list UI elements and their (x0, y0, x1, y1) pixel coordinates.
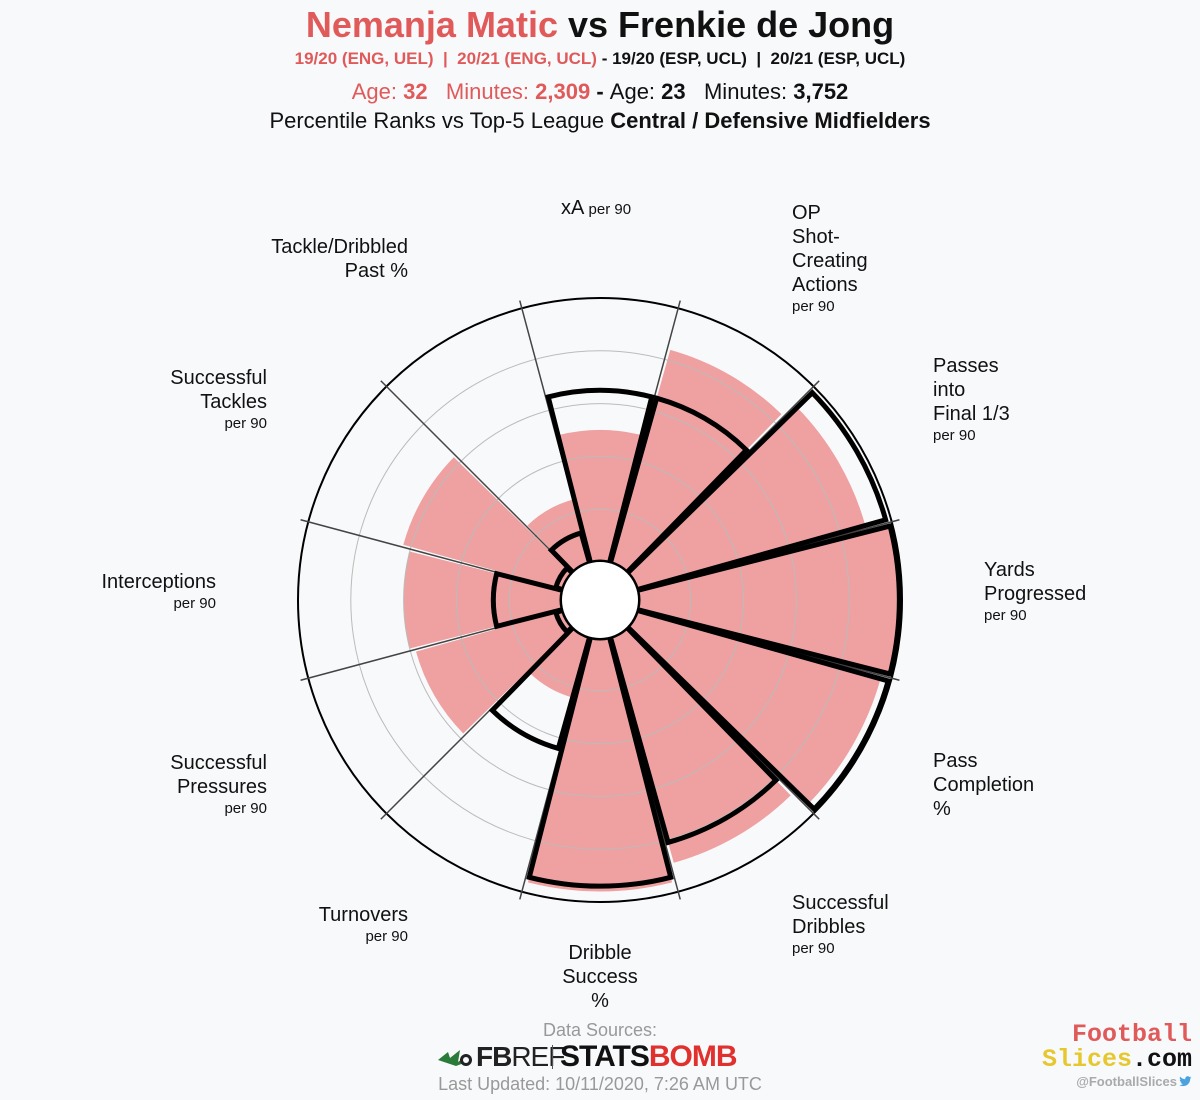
meta-separator: - (590, 79, 610, 104)
category-label-text: Successful Tackles (170, 367, 267, 413)
p1-wedge-8 (415, 610, 573, 734)
player2-age: 23 (661, 79, 686, 104)
category-label-2: Passes into Final 1/3 per 90 (933, 354, 1010, 446)
category-label-text: Pass Completion % (933, 750, 1035, 820)
p1-wedge-6 (527, 636, 673, 892)
subtitle-position: Central / Defensive Midfielders (610, 108, 931, 133)
player2-name: Frenkie de Jong (618, 4, 895, 45)
twitter-bird-icon (1179, 1076, 1192, 1087)
p1-wedge-10 (403, 457, 573, 590)
twitter-handle-row: @FootballSlices (1012, 1072, 1192, 1092)
category-label-7: Turnovers per 90 (319, 903, 408, 947)
player2-minutes: 3,752 (793, 79, 849, 104)
category-label-text: Successful Dribbles (792, 892, 889, 938)
category-label-text: xA (561, 197, 585, 219)
category-label-unit: per 90 (584, 201, 632, 218)
source-logos: FBREF STATSBOMB (436, 1042, 766, 1072)
p1-wedge-2 (627, 407, 866, 590)
player1-seasons: 19/20 (ENG, UEL) | 20/21 (ENG, UCL) (294, 49, 597, 68)
chart-subtitle: Percentile Ranks vs Top-5 League Central… (0, 107, 1200, 135)
player1-name: Nemanja Matic (305, 4, 558, 45)
p1-wedge-1 (610, 349, 782, 573)
chart-title: Nemanja Matic vs Frenkie de Jong (0, 2, 1200, 48)
fbref-logo: FBREF (476, 1041, 565, 1072)
category-label-unit: per 90 (365, 928, 408, 945)
footballslices-brand: Football Slices.com @FootballSlices (1012, 1022, 1192, 1092)
fbref-logo-icon (438, 1050, 472, 1066)
logo-divider (552, 1045, 553, 1069)
category-label-unit: per 90 (792, 298, 835, 315)
grid-ring-80 (350, 350, 850, 850)
category-label-text: Interceptions (101, 571, 216, 593)
subtitle-prefix: Percentile Ranks vs Top-5 League (269, 108, 611, 133)
category-label-text: Yards Progressed (984, 559, 1087, 605)
category-label-text: Dribble Success % (562, 942, 638, 1012)
statsbomb-logo-a: STATS (560, 1040, 650, 1073)
player2-age-label: Age: (609, 79, 662, 104)
brand-line1: Football (1071, 1020, 1192, 1049)
player1-minutes: 2,309 (535, 79, 591, 104)
twitter-handle: @FootballSlices (1076, 1074, 1177, 1089)
category-label-8: Successful Pressures per 90 (170, 751, 267, 819)
category-label-4: Pass Completion % (933, 749, 1034, 821)
category-label-text: Passes into Final 1/3 (933, 355, 1010, 425)
last-updated: Last Updated: 10/11/2020, 7:26 AM UTC (438, 1074, 762, 1094)
p1-wedge-0 (557, 430, 643, 564)
age-minutes-line: Age: 32 Minutes: 2,309 - Age: 23 Minutes… (0, 78, 1200, 106)
brand-line2a: Slices (1041, 1045, 1132, 1074)
p1-wedge-3 (636, 525, 900, 675)
player1-minutes-label: Minutes: (427, 79, 536, 104)
statsbomb-logo: STATSBOMB (560, 1040, 738, 1073)
p1-wedge-7 (529, 627, 590, 698)
player1-age: 32 (403, 79, 428, 104)
category-label-text: Tackle/Dribbled Past % (271, 236, 408, 282)
category-label-unit: per 90 (933, 427, 976, 444)
seasons-separator: - (596, 49, 613, 68)
grid-ring-60 (403, 403, 797, 797)
p1-wedge-4 (627, 610, 881, 804)
category-label-text: Successful Pressures (170, 752, 267, 798)
category-label-11: Tackle/Dribbled Past % (271, 235, 408, 283)
player2-minutes-label: Minutes: (685, 79, 794, 104)
category-label-unit: per 90 (984, 607, 1027, 624)
category-label-1: OP Shot- Creating Actions per 90 (792, 201, 868, 317)
title-vs: vs (567, 4, 609, 45)
player2-seasons: 19/20 (ESP, UCL) | 20/21 (ESP, UCL) (612, 49, 906, 68)
category-label-6: Dribble Success % (500, 941, 700, 1013)
category-label-unit: per 90 (792, 940, 835, 957)
category-label-5: Successful Dribbles per 90 (792, 891, 889, 959)
brand-line2b: .com (1131, 1045, 1192, 1074)
category-label-unit: per 90 (224, 415, 267, 432)
category-label-9: Interceptions per 90 (101, 570, 216, 614)
category-label-text: OP Shot- Creating Actions (792, 202, 868, 296)
category-label-0: xA per 90 (561, 196, 631, 222)
data-sources-label: Data Sources: (542, 1020, 658, 1040)
p1-wedge-11 (527, 499, 590, 573)
spoke-11 (380, 380, 574, 574)
category-label-text: Turnovers (318, 904, 408, 926)
category-label-10: Successful Tackles per 90 (170, 366, 267, 434)
player1-age-label: Age: (351, 79, 404, 104)
category-label-3: Yards Progressed per 90 (984, 558, 1086, 626)
brand-line2: Slices.com (1042, 1045, 1192, 1074)
p1-wedge-9 (403, 551, 564, 649)
fbref-logo-a: FB (476, 1041, 512, 1072)
center-hole (562, 562, 638, 638)
seasons-line: 19/20 (ENG, UEL) | 20/21 (ENG, UCL) - 19… (0, 48, 1200, 70)
category-label-unit: per 90 (173, 595, 216, 612)
grid-ring-40 (455, 455, 745, 745)
category-label-unit: per 90 (224, 800, 267, 817)
fbref-logo-b: REF (511, 1041, 565, 1072)
statsbomb-logo-b: BOMB (648, 1040, 738, 1073)
p2-wedge-7 (488, 623, 593, 752)
grid-ring-20 (508, 508, 692, 692)
